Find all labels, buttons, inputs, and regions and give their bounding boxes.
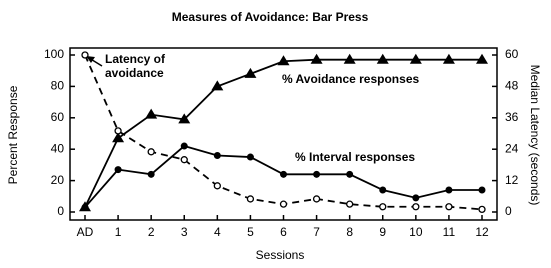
open-circle-marker — [312, 195, 321, 203]
open-circle-marker — [412, 203, 420, 211]
x-tick-label: 1 — [115, 225, 122, 239]
circle-marker — [114, 166, 122, 174]
annotation-box: % Avoidance responses — [282, 72, 420, 86]
y2-tick-label: 0 — [505, 204, 512, 218]
circle-marker — [346, 170, 354, 178]
circle-marker — [379, 186, 387, 194]
circle-marker — [412, 194, 420, 202]
series-annotation: Latency of avoidance — [105, 52, 166, 80]
x-tick-label: 12 — [475, 225, 489, 239]
triangle-marker — [211, 80, 224, 91]
circle-marker — [478, 186, 486, 194]
triangle-marker — [442, 53, 455, 64]
x-tick-label: AD — [77, 225, 94, 239]
x-tick-label: 2 — [148, 225, 155, 239]
open-circle-marker — [279, 200, 288, 208]
y-axis-label: Percent Response — [6, 85, 20, 184]
circle-marker — [246, 153, 254, 161]
open-circle-marker — [147, 148, 155, 156]
y-tick-label: 20 — [51, 173, 65, 187]
arrow-head — [86, 56, 95, 63]
y-tick-label: 100 — [44, 47, 64, 61]
triangle-marker — [277, 55, 290, 66]
triangle-marker — [145, 108, 158, 119]
x-tick-label: 9 — [379, 225, 386, 239]
x-tick-label: 6 — [280, 225, 287, 239]
annotation-box: % Interval responses — [295, 150, 416, 164]
chart-title: Measures of Avoidance: Bar Press — [172, 10, 369, 24]
open-circle-marker — [81, 51, 89, 59]
x-tick-label: 11 — [443, 225, 456, 239]
circle-marker — [81, 203, 89, 211]
open-circle-marker — [445, 203, 453, 211]
open-circle-marker — [346, 200, 354, 208]
x-tick-label: 3 — [181, 225, 188, 239]
open-circle-marker — [114, 127, 122, 135]
y2-axis-label: Median Latency (seconds) — [528, 65, 542, 206]
open-circle-marker — [180, 156, 188, 164]
annotation-box: Latency of avoidance — [105, 52, 166, 80]
open-circle-marker — [379, 203, 387, 211]
y2-tick-label: 36 — [505, 110, 519, 124]
circle-marker — [213, 151, 221, 159]
x-tick-label: 7 — [313, 225, 320, 239]
circle-marker — [445, 186, 453, 194]
series-annotation: % Interval responses — [295, 150, 416, 164]
triangle-marker — [310, 53, 323, 64]
triangle-marker — [409, 53, 422, 64]
y-tick-label: 60 — [51, 110, 65, 124]
circle-marker — [180, 142, 188, 150]
triangle-marker — [244, 67, 257, 78]
triangle-marker — [112, 132, 125, 143]
x-tick-label: 8 — [346, 225, 353, 239]
x-tick-label: 10 — [409, 225, 423, 239]
y2-tick-label: 48 — [505, 79, 519, 93]
triangle-marker — [476, 53, 488, 64]
triangle-marker — [343, 53, 356, 64]
x-axis-label: Sessions — [256, 248, 305, 262]
open-circle-marker — [213, 182, 221, 190]
y-tick-label: 80 — [51, 79, 65, 93]
x-tick-label: 4 — [214, 225, 221, 239]
triangle-marker — [178, 113, 191, 124]
y2-tick-label: 24 — [505, 141, 519, 155]
y2-tick-label: 12 — [505, 173, 519, 187]
triangle-marker — [376, 53, 389, 64]
series-annotation: % Avoidance responses — [282, 72, 420, 86]
x-tick-label: 5 — [247, 225, 254, 239]
open-circle-marker — [478, 205, 486, 214]
open-circle-marker — [246, 195, 255, 203]
circle-marker — [147, 170, 155, 178]
y-tick-label: 0 — [57, 204, 64, 218]
circle-marker — [313, 170, 321, 178]
y-tick-label: 40 — [51, 141, 65, 155]
circle-marker — [280, 170, 287, 178]
y2-tick-label: 60 — [505, 47, 519, 61]
